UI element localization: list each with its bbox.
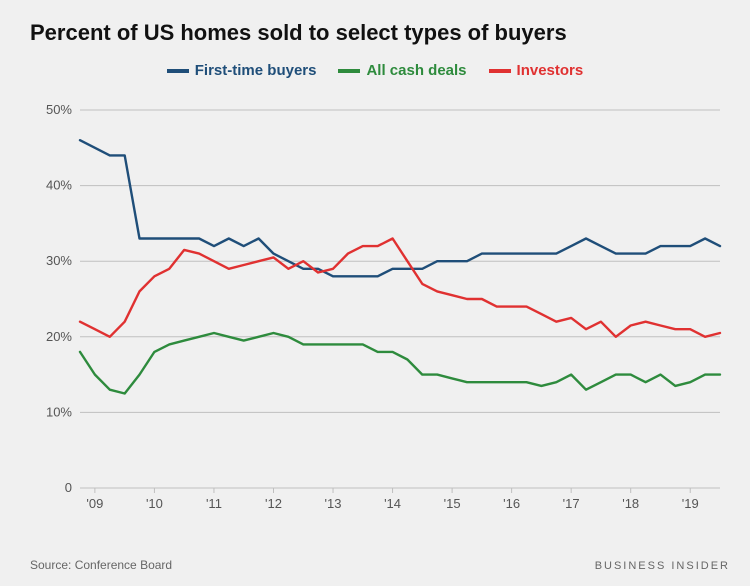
chart-container: Percent of US homes sold to select types… — [0, 0, 750, 586]
x-axis-label: '16 — [503, 496, 520, 511]
legend: First-time buyers All cash deals Investors — [0, 62, 750, 79]
y-axis-label: 10% — [46, 404, 72, 419]
legend-item: First-time buyers — [167, 62, 317, 79]
x-axis-label: '10 — [146, 496, 163, 511]
line-chart-svg: 0 10% 20% 30% 40% 50% '09 '10 '11 '12 '13 '14 '15 '16… — [30, 100, 730, 516]
x-axis-label: '11 — [206, 496, 222, 511]
y-axis-label: 0 — [65, 480, 72, 495]
x-axis-label: '12 — [265, 496, 282, 511]
x-axis-label: '14 — [384, 496, 401, 511]
legend-label: All cash deals — [366, 62, 466, 79]
legend-label: Investors — [517, 62, 584, 79]
x-axis-label: '18 — [622, 496, 639, 511]
x-axis-label: '17 — [563, 496, 580, 511]
legend-swatch — [167, 69, 189, 73]
x-axis-label: '13 — [325, 496, 342, 511]
plot-area: 0 10% 20% 30% 40% 50% '09 '10 '11 '12 '13 '14 '15 '16… — [30, 100, 730, 516]
chart-title: Percent of US homes sold to select types… — [0, 0, 750, 46]
legend-item: Investors — [489, 62, 584, 79]
legend-swatch — [489, 69, 511, 73]
y-axis-label: 20% — [46, 329, 72, 344]
brand-label: BUSINESS INSIDER — [595, 560, 730, 572]
y-axis-label: 40% — [46, 178, 72, 193]
x-axis-label: '09 — [86, 496, 103, 511]
legend-item: All cash deals — [338, 62, 466, 79]
y-axis-label: 30% — [46, 253, 72, 268]
y-axis-label: 50% — [46, 102, 72, 117]
x-axis-label: '15 — [444, 496, 461, 511]
source-label: Source: Conference Board — [30, 558, 172, 572]
footer: Source: Conference Board BUSINESS INSIDE… — [30, 558, 730, 572]
x-axis-label: '19 — [682, 496, 699, 511]
legend-label: First-time buyers — [195, 62, 317, 79]
series-line — [80, 140, 720, 276]
series-line — [80, 333, 720, 394]
legend-swatch — [338, 69, 360, 73]
